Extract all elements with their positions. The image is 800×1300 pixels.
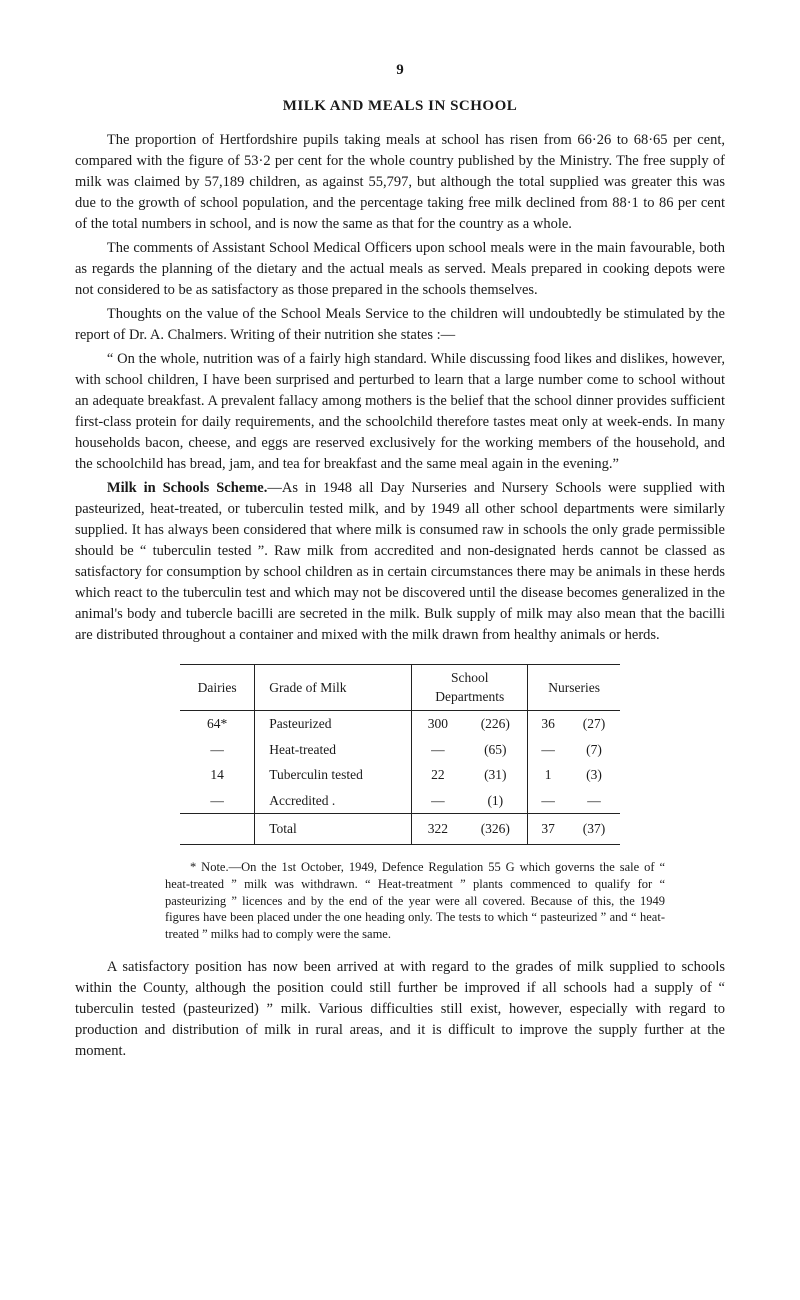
- table-row: 64* Pasteurized 300 (226) 36 (27): [180, 711, 620, 737]
- cell-grade: Pasteurized: [255, 711, 412, 737]
- cell-grade: Accredited .: [255, 788, 412, 814]
- table-total-row: Total 322 (326) 37 (37): [180, 814, 620, 845]
- cell-school-n: —: [412, 737, 464, 763]
- page-number: 9: [75, 60, 725, 82]
- cell-dairies: —: [180, 737, 255, 763]
- closing-paragraph: A satisfactory position has now been arr…: [75, 957, 725, 1062]
- table-row: — Heat-treated — (65) — (7): [180, 737, 620, 763]
- th-dairies: Dairies: [180, 664, 255, 710]
- section-lead: Milk in Schools Scheme.: [107, 480, 267, 496]
- table-row: 14 Tuberculin tested 22 (31) 1 (3): [180, 762, 620, 788]
- th-school: SchoolDepartments: [412, 664, 528, 710]
- cell-total-school-p: (326): [463, 814, 527, 845]
- cell-nurs-p: (7): [568, 737, 620, 763]
- cell-total-label: Total: [255, 814, 412, 845]
- cell-total-nurs-p: (37): [568, 814, 620, 845]
- cell-school-p: (226): [463, 711, 527, 737]
- th-nurseries: Nurseries: [528, 664, 620, 710]
- cell-school-p: (31): [463, 762, 527, 788]
- milk-table: Dairies Grade of Milk SchoolDepartments …: [180, 664, 620, 845]
- paragraph-1: The proportion of Hertfordshire pupils t…: [75, 130, 725, 235]
- cell-school-p: (65): [463, 737, 527, 763]
- table-footnote: * Note.—On the 1st October, 1949, Defenc…: [165, 859, 665, 943]
- paragraph-5: Milk in Schools Scheme.—As in 1948 all D…: [75, 478, 725, 646]
- cell-nurs-n: —: [528, 788, 568, 814]
- cell-school-n: —: [412, 788, 464, 814]
- paragraph-2: The comments of Assistant School Medical…: [75, 238, 725, 301]
- cell-total-nurs-n: 37: [528, 814, 568, 845]
- cell-grade: Heat-treated: [255, 737, 412, 763]
- table-row: — Accredited . — (1) — —: [180, 788, 620, 814]
- cell-total-school-n: 322: [412, 814, 464, 845]
- paragraph-4: “ On the whole, nutrition was of a fairl…: [75, 349, 725, 475]
- cell-nurs-p: (3): [568, 762, 620, 788]
- cell-dairies: —: [180, 788, 255, 814]
- cell-nurs-p: —: [568, 788, 620, 814]
- cell-dairies: 14: [180, 762, 255, 788]
- cell-school-n: 22: [412, 762, 464, 788]
- paragraph-5-body: —As in 1948 all Day Nurseries and Nurser…: [75, 480, 725, 643]
- cell-nurs-p: (27): [568, 711, 620, 737]
- cell-nurs-n: 1: [528, 762, 568, 788]
- cell-nurs-n: 36: [528, 711, 568, 737]
- cell-nurs-n: —: [528, 737, 568, 763]
- cell-dairies: 64*: [180, 711, 255, 737]
- cell-grade: Tuberculin tested: [255, 762, 412, 788]
- cell-school-p: (1): [463, 788, 527, 814]
- cell-school-n: 300: [412, 711, 464, 737]
- th-grade: Grade of Milk: [255, 664, 412, 710]
- page-title: MILK AND MEALS IN SCHOOL: [75, 96, 725, 118]
- paragraph-3: Thoughts on the value of the School Meal…: [75, 304, 725, 346]
